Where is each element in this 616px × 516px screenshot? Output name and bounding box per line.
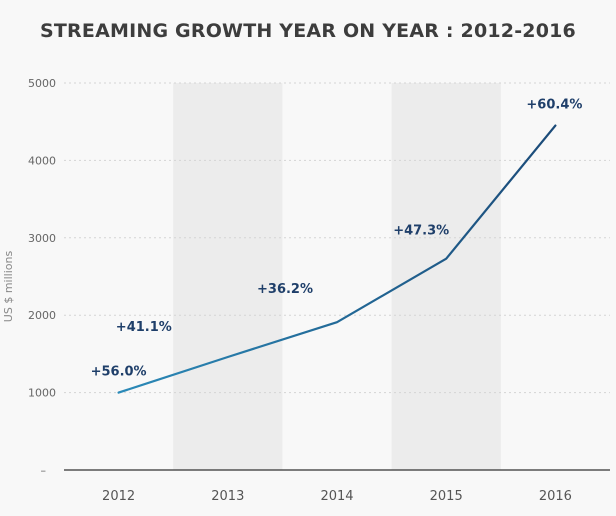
x-tick-label: 2014	[320, 489, 353, 504]
y-tick-label: –	[41, 464, 47, 477]
shaded-column-2015	[391, 83, 501, 470]
data-label-2012: +56.0%	[91, 365, 147, 380]
y-tick-label: 5000	[28, 77, 56, 90]
x-tick-label: 2012	[102, 489, 135, 504]
y-tick-label: 3000	[28, 232, 56, 245]
data-label-2014: +36.2%	[257, 282, 313, 297]
x-tick-label: 2015	[430, 489, 463, 504]
shaded-column-2013	[173, 83, 283, 470]
data-label-2015: +47.3%	[393, 224, 449, 239]
data-label-2016: +60.4%	[526, 98, 582, 113]
y-tick-label: 1000	[28, 387, 56, 400]
chart-title: STREAMING GROWTH YEAR ON YEAR : 2012-201…	[40, 20, 576, 42]
series-line	[117, 124, 557, 394]
y-axis-label: US $ millions	[2, 251, 15, 323]
data-label-2013: +41.1%	[116, 320, 172, 335]
x-tick-label: 2016	[539, 489, 572, 504]
x-tick-label: 2013	[211, 489, 244, 504]
y-tick-label: 2000	[28, 309, 56, 322]
y-tick-label: 4000	[28, 154, 56, 167]
